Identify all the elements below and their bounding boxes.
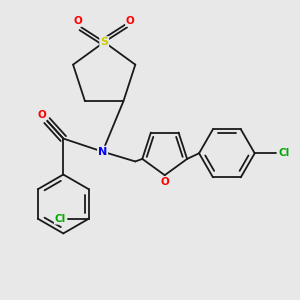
Text: Cl: Cl (55, 214, 66, 224)
Text: N: N (98, 147, 107, 157)
Text: O: O (160, 177, 169, 188)
Text: O: O (38, 110, 46, 120)
Text: O: O (74, 16, 82, 26)
Text: O: O (126, 16, 135, 26)
Text: S: S (100, 37, 108, 47)
Text: Cl: Cl (278, 148, 290, 158)
